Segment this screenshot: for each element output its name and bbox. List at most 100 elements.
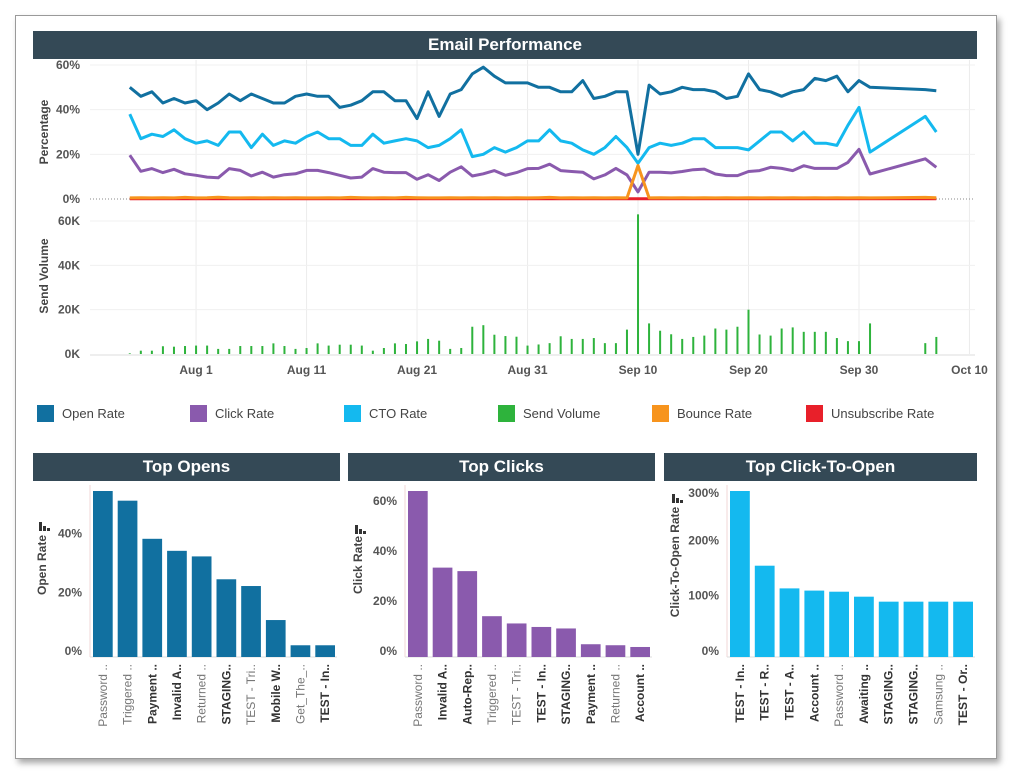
send-volume-bar (625, 329, 628, 354)
open-rate-line (128, 65, 937, 156)
send-volume-bar (217, 348, 220, 354)
send-volume-bar (161, 346, 164, 354)
send-volume-bar (703, 335, 706, 354)
send-volume-bar (559, 336, 562, 354)
category-label: Get_The_.. (293, 664, 307, 724)
y-tick-label: 20% (56, 147, 80, 161)
category-label: TEST - Tri.. (510, 664, 524, 725)
category-bar (779, 588, 800, 657)
category-bar (854, 596, 874, 657)
y-tick-label: 0% (63, 192, 81, 206)
category-bar (556, 628, 576, 657)
send-volume-bar (780, 328, 783, 354)
send-volume-bar (692, 336, 695, 354)
send-volume-bar (338, 344, 341, 354)
send-volume-bar (128, 353, 131, 354)
percentage-axis-title: Percentage (37, 99, 51, 164)
send-volume-bar (714, 328, 717, 354)
x-tick-label: Oct 10 (951, 363, 988, 377)
x-tick-label: Sep 10 (619, 363, 658, 377)
send-volume-bar (228, 348, 231, 354)
send-volume-bar (504, 336, 507, 354)
category-label: STAGING.. (907, 664, 921, 724)
category-bar (482, 616, 502, 657)
sort-icon-bar (672, 494, 675, 503)
send-volume-bar (416, 341, 419, 354)
send-volume-bar (802, 331, 805, 354)
sort-icon-bar (680, 500, 683, 503)
legend-item-bounce-rate[interactable]: Bounce Rate (652, 405, 752, 422)
send-volume-bar (924, 343, 927, 354)
send-volume-bar (427, 338, 430, 354)
send-volume-bar (813, 331, 816, 354)
category-label: Password .. (411, 664, 425, 727)
y-tick-label: 60% (373, 494, 397, 508)
category-bar (804, 590, 825, 657)
send-volume-bar (835, 338, 838, 354)
legend-label: Send Volume (523, 406, 601, 421)
send-volume-bar (371, 350, 374, 354)
category-bar (580, 644, 601, 657)
send-volume-bar (637, 214, 640, 354)
send-volume-bar (791, 327, 794, 354)
legend-item-unsubscribe-rate[interactable]: Unsubscribe Rate (806, 405, 934, 422)
send-volume-bar (736, 326, 739, 354)
legend-label: Bounce Rate (677, 406, 753, 421)
y-tick-label: 40% (58, 527, 82, 541)
send-volume-bar (681, 338, 684, 354)
send-volume-bar (824, 331, 827, 354)
y-tick-label: 0% (702, 644, 720, 658)
send-volume-bar (195, 345, 198, 354)
sort-icon (355, 525, 366, 534)
category-bar (216, 579, 237, 657)
sort-icon-bar (355, 525, 358, 534)
send-volume-bar (570, 338, 573, 354)
category-label: TEST - A.. (783, 664, 797, 720)
legend-item-send-volume[interactable]: Send Volume (498, 405, 600, 422)
category-bar (142, 538, 163, 657)
category-bar (117, 500, 138, 657)
send-volume-bar (449, 348, 452, 354)
legend-label: CTO Rate (369, 406, 428, 421)
category-label: Password .. (96, 664, 110, 727)
send-volume-bar (460, 348, 463, 354)
legend-item-open-rate[interactable]: Open Rate (37, 405, 125, 422)
send-volume-bar (382, 348, 385, 354)
send-volume-bar (250, 346, 253, 354)
y-tick-label: 60K (58, 214, 80, 228)
category-bar (878, 601, 899, 657)
category-label: Invalid A.. (436, 664, 450, 720)
category-bar (290, 645, 311, 657)
email-performance-header: Email Performance (33, 31, 977, 59)
send-volume-bar (935, 336, 938, 354)
send-volume-bar (294, 348, 297, 354)
send-volume-bar (239, 346, 242, 354)
y-tick-label: 0K (65, 347, 81, 361)
bar-axis-title: Click-To-Open Rate (668, 506, 682, 617)
category-label: Triggered .. (121, 664, 135, 725)
send-volume-bar (327, 345, 330, 354)
send-volume-swatch (498, 405, 515, 422)
category-bar (730, 491, 750, 657)
y-tick-label: 0% (380, 644, 398, 658)
category-label: STAGING.. (559, 664, 573, 724)
sort-icon-bar (43, 526, 46, 531)
cto-rate-swatch (344, 405, 361, 422)
category-bar (754, 565, 775, 657)
send-volume-bar (393, 343, 396, 354)
category-label: TEST - R.. (758, 664, 772, 721)
bar-axis-title: Click Rate (351, 536, 365, 594)
send-volume-bar (526, 345, 529, 354)
legend-item-cto-rate[interactable]: CTO Rate (344, 405, 427, 422)
category-bar (829, 591, 849, 657)
category-label: TEST - In.. (534, 664, 548, 723)
send-volume-bar (482, 325, 485, 354)
legend-item-click-rate[interactable]: Click Rate (190, 405, 274, 422)
category-label: Mobile W.. (269, 664, 283, 723)
send-volume-bar (172, 346, 175, 354)
sort-icon-bar (676, 498, 679, 503)
send-volume-bar (305, 348, 308, 354)
unsubscribe-rate-swatch (806, 405, 823, 422)
y-tick-label: 40% (373, 544, 397, 558)
send-volume-bar (614, 343, 617, 354)
